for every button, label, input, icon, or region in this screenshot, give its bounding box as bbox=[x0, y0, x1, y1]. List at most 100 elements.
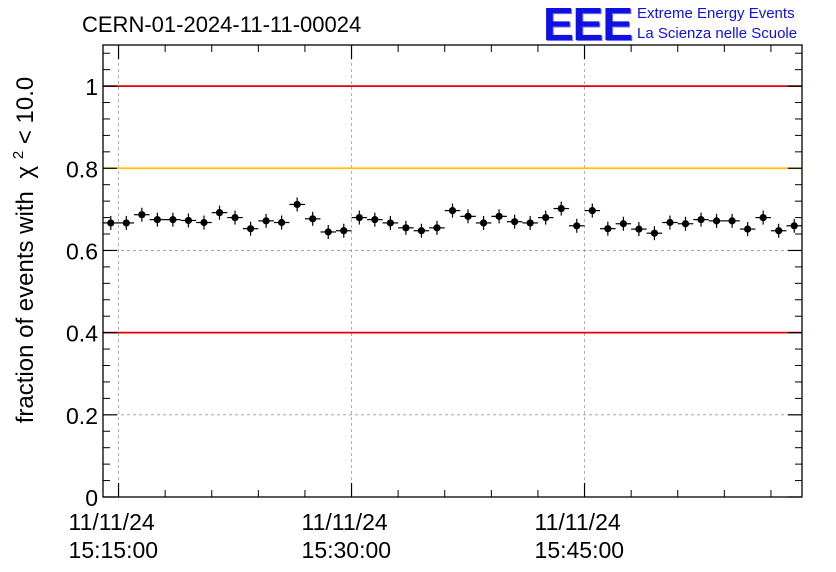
point-marker bbox=[278, 218, 286, 227]
point-marker bbox=[169, 216, 177, 224]
point-marker bbox=[138, 211, 146, 219]
point-marker bbox=[448, 206, 457, 215]
point-marker bbox=[340, 227, 348, 235]
y-axis-label-exponent: 2 bbox=[10, 151, 27, 159]
data-point bbox=[242, 221, 259, 236]
point-marker bbox=[433, 224, 441, 232]
point-marker bbox=[200, 218, 208, 227]
point-marker bbox=[681, 220, 690, 228]
data-point bbox=[615, 216, 632, 231]
point-marker bbox=[402, 224, 410, 232]
chart-title: CERN-01-2024-11-11-00024 bbox=[82, 12, 361, 37]
data-point bbox=[770, 223, 787, 238]
point-marker bbox=[262, 217, 270, 225]
point-marker bbox=[231, 213, 239, 222]
y-axis-ticks: 0 0.2 0.4 0.6 0.8 1 bbox=[66, 52, 802, 511]
data-point bbox=[118, 215, 135, 230]
point-marker bbox=[759, 213, 767, 222]
x-tick-time-label: 15:15:00 bbox=[69, 537, 159, 563]
data-point bbox=[553, 201, 569, 216]
data-point bbox=[739, 222, 756, 237]
data-point bbox=[165, 212, 181, 227]
y-axis-label-tail: < 10.0 bbox=[12, 77, 39, 144]
point-marker bbox=[666, 218, 674, 227]
x-tick-time-label: 15:30:00 bbox=[302, 537, 392, 563]
point-marker bbox=[324, 228, 332, 236]
data-point bbox=[351, 210, 368, 225]
point-marker bbox=[309, 215, 317, 223]
data-point bbox=[693, 212, 709, 227]
data-point bbox=[569, 218, 585, 233]
point-marker bbox=[107, 219, 115, 227]
data-point bbox=[367, 212, 383, 227]
y-tick-label: 0.8 bbox=[66, 156, 98, 182]
point-marker bbox=[495, 212, 503, 220]
data-point bbox=[600, 221, 616, 236]
data-point bbox=[460, 209, 476, 224]
point-marker bbox=[775, 227, 783, 235]
data-point bbox=[506, 214, 523, 229]
data-point bbox=[289, 197, 305, 212]
data-point bbox=[475, 215, 492, 230]
point-marker bbox=[526, 219, 534, 227]
x-tick-date-label: 11/11/24 bbox=[535, 509, 621, 535]
point-marker bbox=[604, 225, 612, 233]
y-tick-label: 0.2 bbox=[66, 403, 98, 429]
y-tick-label: 0 bbox=[85, 485, 98, 511]
data-point bbox=[708, 213, 725, 228]
reference-lines bbox=[103, 85, 802, 334]
point-marker bbox=[511, 218, 519, 226]
point-marker bbox=[790, 222, 798, 230]
data-point bbox=[631, 222, 647, 237]
point-marker bbox=[728, 217, 736, 225]
point-marker bbox=[557, 204, 565, 213]
point-marker bbox=[635, 225, 643, 233]
point-marker bbox=[697, 216, 705, 224]
data-point bbox=[584, 203, 601, 218]
y-axis-label-text: fraction of events with bbox=[12, 191, 39, 423]
data-point bbox=[413, 223, 430, 238]
eee-logo-line2: La Scienza nelle Scuole bbox=[637, 25, 798, 42]
point-marker bbox=[619, 220, 627, 228]
data-point bbox=[196, 215, 212, 230]
data-point bbox=[149, 212, 166, 227]
data-point bbox=[258, 213, 274, 228]
data-points bbox=[103, 197, 802, 241]
point-marker bbox=[417, 227, 426, 235]
point-marker bbox=[712, 217, 721, 225]
data-point bbox=[320, 224, 336, 239]
point-marker bbox=[153, 216, 161, 224]
data-point bbox=[755, 210, 771, 225]
data-point bbox=[382, 215, 399, 230]
grid-lines bbox=[103, 45, 802, 497]
data-point bbox=[398, 220, 414, 235]
data-point bbox=[491, 209, 507, 224]
data-point bbox=[522, 215, 538, 230]
point-marker bbox=[355, 213, 363, 222]
x-tick-time-label: 15:45:00 bbox=[535, 537, 625, 563]
x-tick-date-label: 11/11/24 bbox=[69, 509, 155, 535]
y-tick-label: 1 bbox=[85, 74, 98, 100]
data-point bbox=[677, 216, 694, 231]
point-marker bbox=[573, 222, 581, 230]
point-marker bbox=[650, 229, 659, 237]
data-point bbox=[724, 213, 740, 228]
data-point bbox=[304, 211, 321, 226]
plot-frame bbox=[102, 44, 803, 498]
y-axis-label-symbol: χ bbox=[12, 165, 39, 178]
x-axis-ticks: 11/11/2415:15:0011/11/2415:30:0011/11/24… bbox=[69, 45, 772, 563]
eee-logo-line1: Extreme Energy Events bbox=[637, 5, 795, 22]
point-marker bbox=[215, 209, 224, 217]
point-marker bbox=[246, 225, 255, 233]
point-marker bbox=[293, 200, 301, 209]
point-marker bbox=[744, 225, 752, 233]
data-point bbox=[786, 218, 802, 233]
point-marker bbox=[464, 212, 472, 220]
point-marker bbox=[588, 206, 596, 215]
point-marker bbox=[371, 216, 379, 224]
point-marker bbox=[122, 219, 130, 227]
x-tick-date-label: 11/11/24 bbox=[302, 509, 388, 535]
point-marker bbox=[542, 213, 550, 222]
y-axis-label: fraction of events with χ 2 < 10.0 bbox=[2, 77, 39, 424]
